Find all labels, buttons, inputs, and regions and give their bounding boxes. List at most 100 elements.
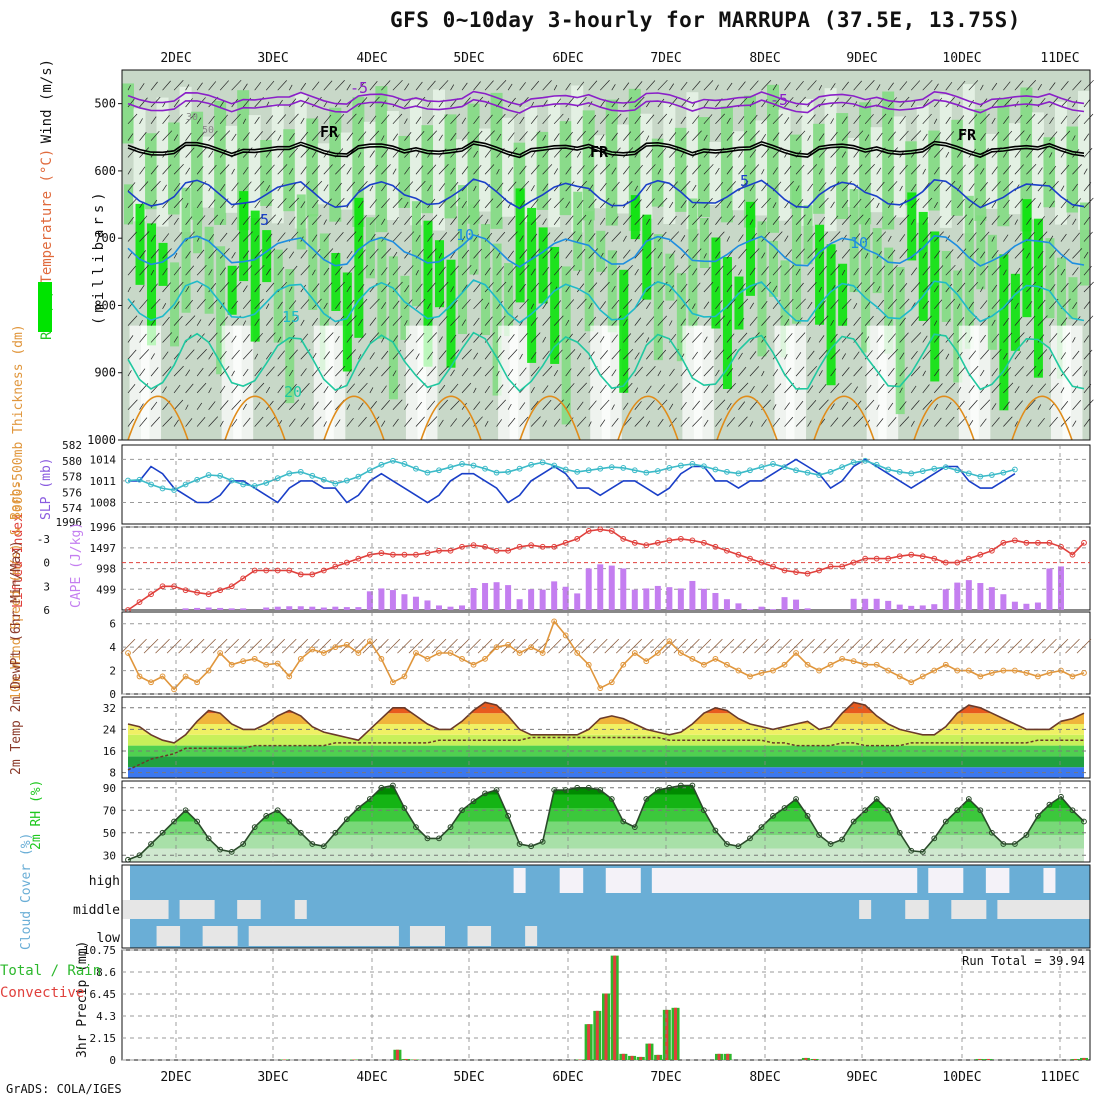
rh2m-line-point	[793, 796, 799, 802]
rh-cell	[916, 105, 929, 223]
cape-bar	[919, 605, 926, 610]
wind-barb	[623, 131, 632, 141]
lifted-index-line-point	[194, 589, 201, 596]
wind-barb	[945, 298, 955, 310]
wind-barb	[219, 183, 226, 192]
wind-barb	[565, 299, 575, 310]
wind-barb	[1003, 180, 1014, 192]
wind-barb	[864, 399, 875, 410]
wind-barb	[565, 368, 572, 377]
wind-barb	[438, 384, 446, 394]
rh-cell	[653, 234, 663, 361]
wind-barb	[358, 97, 368, 108]
wind-barb	[369, 332, 380, 343]
wind-barb	[599, 336, 605, 343]
lifted-index-line-point	[827, 563, 834, 570]
wind-barb	[507, 349, 518, 360]
wind-barb	[323, 366, 333, 377]
rh2m-line-point	[931, 835, 938, 842]
wind-barb	[300, 82, 307, 91]
wind-barb	[957, 214, 968, 225]
wind-barb	[588, 248, 599, 259]
wind-barb	[185, 132, 192, 141]
wind-barb	[611, 216, 619, 225]
surface-wind-barb	[996, 638, 1011, 654]
cloud-cell	[651, 868, 664, 893]
rh2m-line-point	[493, 787, 500, 793]
wind-barb	[576, 401, 584, 410]
rh2m-line-point	[654, 787, 661, 793]
wind-barb	[634, 352, 640, 360]
wind-barb	[254, 283, 262, 293]
precip-convective-bar	[656, 1054, 660, 1060]
wind-barb	[300, 131, 309, 141]
wind-barb	[876, 84, 881, 91]
cloud-cell	[432, 926, 445, 946]
wind-barb	[634, 81, 643, 91]
surface-wind-barb	[627, 638, 643, 654]
wind-barb	[519, 131, 528, 141]
wind-barb	[853, 316, 861, 326]
rh-cell	[861, 208, 871, 353]
wind-barb	[807, 248, 818, 259]
rh2m-line-point	[574, 784, 581, 791]
wind-barb	[818, 133, 825, 141]
wind-barb	[346, 369, 352, 377]
wind-barb	[622, 117, 628, 125]
contour-label: 10	[456, 226, 474, 244]
lifted-index-line-point	[965, 555, 972, 562]
wind-barb	[1072, 148, 1080, 158]
contour-label: 20	[284, 383, 302, 401]
wind-barb	[185, 369, 191, 377]
wind-barb	[1026, 384, 1033, 394]
precip-convective-bar	[665, 1009, 669, 1060]
wind-barb	[887, 402, 894, 410]
rh-cell	[423, 220, 433, 367]
wind-barb	[1003, 130, 1013, 141]
wind-barb	[864, 315, 874, 326]
wind-barb	[173, 217, 179, 225]
wind-speed-line-point	[574, 650, 581, 656]
wind-barb	[657, 418, 664, 427]
wind-barb	[1037, 202, 1042, 209]
wind-speed-line-point	[424, 655, 431, 662]
wind-barb	[968, 316, 978, 326]
wind-barb	[358, 235, 363, 242]
wind-barb	[887, 249, 896, 259]
wind-barb	[300, 383, 310, 394]
wind-barb	[1060, 164, 1070, 175]
wind-barb	[599, 399, 610, 410]
wind-barb	[634, 199, 642, 209]
wind-speed-line-point	[436, 650, 442, 656]
wind-barb	[795, 80, 804, 91]
thickness-line-point	[827, 468, 834, 475]
wind-speed-line-point	[597, 685, 604, 692]
cloud-cell	[617, 868, 630, 893]
wind-speed-line-point	[159, 673, 166, 680]
wind-barb	[772, 369, 778, 377]
wind-barb	[381, 164, 391, 175]
wind-barb	[933, 83, 939, 91]
rh2m-line-point	[355, 805, 362, 811]
lifted-index-line-point	[136, 599, 143, 605]
wind-barb	[127, 315, 138, 326]
wind-barb	[173, 336, 179, 343]
wind-barb	[530, 214, 541, 225]
wind-barb	[899, 366, 908, 377]
lifted-index-line-point	[654, 539, 661, 546]
wind-speed-line-point	[839, 655, 846, 662]
wind-barb	[404, 320, 408, 326]
rh-cell	[147, 223, 157, 346]
wind-barb	[1049, 249, 1057, 259]
slp-tick-label: 1014	[90, 453, 117, 466]
rh2m-line-point	[988, 829, 995, 836]
wind-barb	[1003, 116, 1010, 125]
wind-barb	[807, 80, 817, 91]
wind-barb	[738, 416, 748, 427]
cloud-cell	[283, 926, 296, 946]
wind-barb	[980, 133, 986, 141]
wind-barb	[646, 267, 653, 276]
wind-barb	[392, 315, 403, 326]
cape-bar	[631, 589, 638, 610]
wind-barb	[887, 97, 897, 108]
